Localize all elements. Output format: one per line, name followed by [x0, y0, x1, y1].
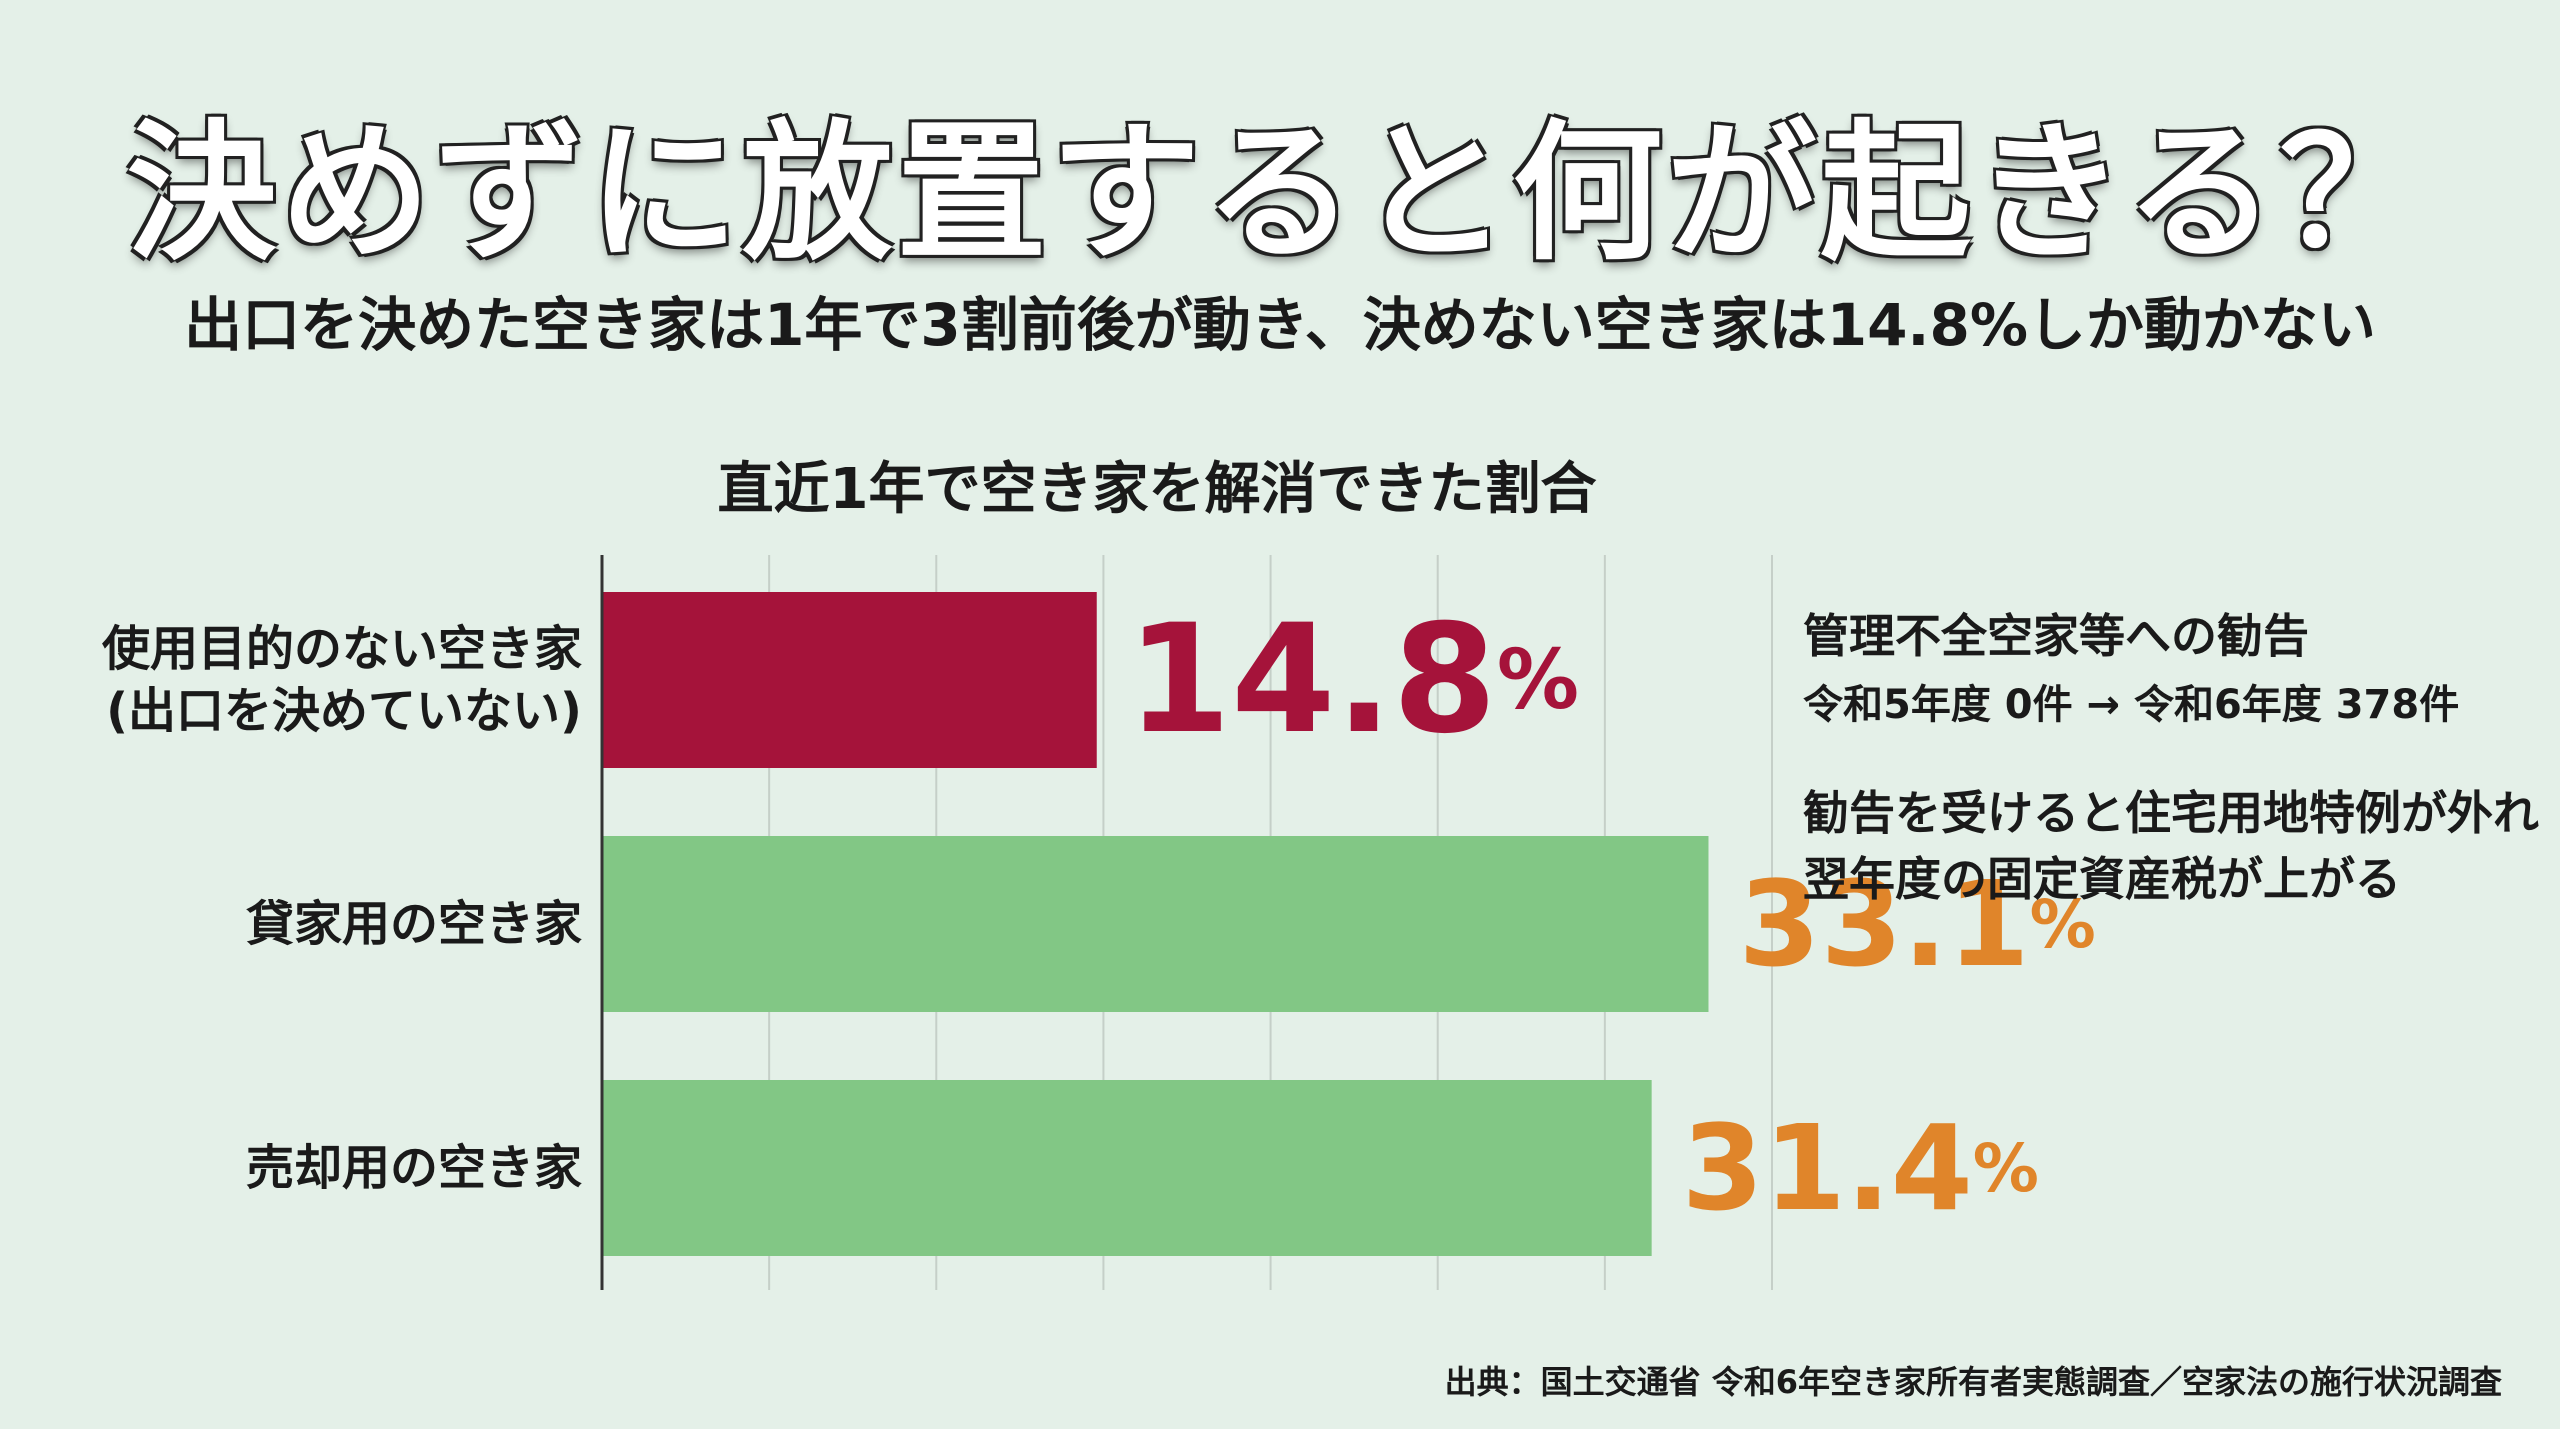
tax-note-line-1: 勧告を受けると住宅用地特例が外れ	[1803, 786, 2539, 840]
recommendation-heading: 管理不全空家等への勧告	[1803, 609, 2309, 663]
bar-1	[602, 836, 1709, 1012]
category-label-1: 貸家用の空き家	[246, 896, 582, 952]
value-number-2: 31.4	[1682, 1099, 1973, 1237]
category-label-0-1: (出口を決めていない)	[106, 683, 582, 739]
category-label-2: 売却用の空き家	[246, 1140, 582, 1196]
source-note: 出典：国土交通省 令和6年空き家所有者実態調査／空家法の施行状況調査	[1444, 1363, 2502, 1401]
category-label-0-0: 使用目的のない空き家	[102, 621, 582, 677]
value-label-2: 31.4%	[1682, 1099, 2039, 1237]
bar-2	[602, 1080, 1652, 1256]
chart-title: 直近1年で空き家を解消できた割合	[718, 457, 1597, 522]
value-unit-1: %	[2030, 886, 2096, 963]
bar-0	[602, 592, 1097, 768]
value-unit-2: %	[1973, 1130, 2039, 1207]
page-subtitle: 出口を決めた空き家は1年で3割前後が動き、決めない空き家は14.8%しか動かない	[184, 291, 2376, 359]
page-title: 決めずに放置すると何が起きる？	[126, 107, 2434, 281]
value-label-1: 33.1%	[1738, 855, 2095, 993]
value-number-1: 33.1	[1738, 855, 2029, 993]
tax-note-line-2: 翌年度の固定資産税が上がる	[1803, 852, 2401, 906]
value-number-0: 14.8	[1127, 593, 1497, 767]
recommendation-count: 令和5年度 0件 → 令和6年度 378件	[1803, 682, 2460, 728]
value-unit-0: %	[1497, 633, 1579, 728]
value-label-0: 14.8%	[1127, 593, 1579, 767]
